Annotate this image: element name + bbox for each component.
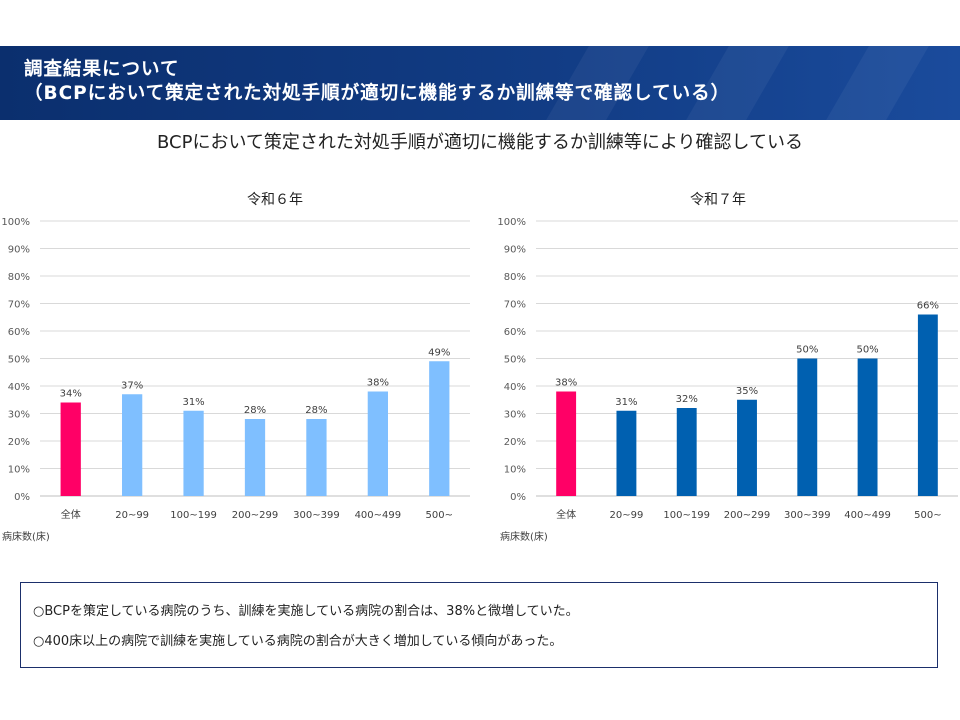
y-tick-label-r7: 20% bbox=[504, 437, 526, 448]
banner-stripe bbox=[799, 46, 941, 120]
data-label-r7: 50% bbox=[856, 345, 878, 356]
page-title-line1: 調査結果について bbox=[24, 59, 180, 80]
y-tick-label-r6: 100% bbox=[1, 217, 30, 228]
y-tick-label-r6: 40% bbox=[8, 382, 30, 393]
x-tick-label-r7: 20~99 bbox=[610, 510, 644, 521]
x-tick-label-r6: 全体 bbox=[61, 508, 81, 521]
data-label-r7: 35% bbox=[736, 386, 758, 397]
y-tick-label-r6: 20% bbox=[8, 437, 30, 448]
summary-note-2: ○400床以上の病院で訓練を実施している病院の割合が大きく増加している傾向があっ… bbox=[33, 634, 563, 649]
y-tick-label-r7: 100% bbox=[497, 217, 526, 228]
chart-subtitle: BCPにおいて策定された対処手順が適切に機能するか訓練等により確認している bbox=[156, 132, 803, 153]
data-label-r7: 32% bbox=[676, 394, 698, 405]
y-tick-label-r6: 90% bbox=[8, 245, 30, 256]
y-tick-label-r6: 70% bbox=[8, 300, 30, 311]
y-tick-label-r7: 80% bbox=[504, 272, 526, 283]
data-label-r6: 38% bbox=[367, 378, 389, 389]
bar-r6 bbox=[244, 419, 266, 496]
x-tick-label-r7: 400~499 bbox=[844, 510, 891, 521]
x-tick-label-r6: 500~ bbox=[426, 510, 453, 521]
data-label-r7: 38% bbox=[555, 378, 577, 389]
x-tick-label-r6: 300~399 bbox=[293, 510, 340, 521]
data-label-r6: 28% bbox=[244, 405, 266, 416]
x-axis-label-r7: 病床数(床) bbox=[500, 530, 548, 543]
y-tick-label-r7: 50% bbox=[504, 355, 526, 366]
x-tick-label-r6: 20~99 bbox=[115, 510, 149, 521]
y-tick-label-r6: 50% bbox=[8, 355, 30, 366]
y-tick-label-r6: 0% bbox=[14, 492, 30, 503]
bar-r7 bbox=[737, 399, 757, 496]
bar-r6 bbox=[429, 361, 450, 496]
bar-r6 bbox=[122, 394, 143, 496]
bar-r6 bbox=[367, 391, 388, 496]
bar-r6 bbox=[183, 410, 204, 496]
x-tick-label-r6: 100~199 bbox=[170, 510, 217, 521]
summary-note-1: ○BCPを策定している病院のうち、訓練を実施している病院の割合は、38%と微増し… bbox=[33, 604, 579, 619]
page-title: 調査結果について （BCPにおいて策定された対処手順が適切に機能するか訓練等で確… bbox=[24, 58, 730, 106]
data-label-r7: 31% bbox=[615, 397, 637, 408]
chart-title-r6: 令和６年 bbox=[247, 192, 303, 208]
data-label-r6: 49% bbox=[428, 347, 450, 358]
bar-r7 bbox=[676, 408, 697, 496]
y-tick-label-r7: 40% bbox=[504, 382, 526, 393]
header-banner: 調査結果について （BCPにおいて策定された対処手順が適切に機能するか訓練等で確… bbox=[0, 46, 960, 120]
data-label-r6: 34% bbox=[60, 389, 82, 400]
chart-title-r7: 令和７年 bbox=[690, 192, 746, 208]
bar-r7 bbox=[857, 358, 878, 496]
x-tick-label-r6: 400~499 bbox=[355, 510, 402, 521]
data-label-r6: 31% bbox=[182, 397, 204, 408]
x-tick-label-r7: 100~199 bbox=[663, 510, 710, 521]
bar-r7 bbox=[797, 358, 818, 496]
y-tick-label-r6: 80% bbox=[8, 272, 30, 283]
bar-r7 bbox=[556, 391, 577, 496]
y-tick-label-r6: 10% bbox=[8, 465, 30, 476]
data-label-r7: 66% bbox=[917, 301, 939, 312]
y-tick-label-r7: 60% bbox=[504, 327, 526, 338]
x-tick-label-r6: 200~299 bbox=[232, 510, 279, 521]
bar-r7 bbox=[616, 410, 637, 496]
page-title-line2: （BCPにおいて策定された対処手順が適切に機能するか訓練等で確認している） bbox=[24, 83, 731, 104]
x-axis-label-r6: 病床数(床) bbox=[2, 530, 50, 543]
x-tick-label-r7: 300~399 bbox=[784, 510, 831, 521]
bar-charts: 令和６年 0% 10% 20% 30% 40% 50% 60% 70% 80% 90% 100% 34%… bbox=[1, 192, 958, 543]
data-label-r6: 28% bbox=[305, 405, 327, 416]
bar-r6 bbox=[306, 419, 327, 496]
summary-note-box: ○BCPを策定している病院のうち、訓練を実施している病院の割合は、38%と微増し… bbox=[20, 582, 938, 668]
y-tick-label-r7: 10% bbox=[504, 465, 526, 476]
x-tick-label-r7: 500~ bbox=[914, 510, 941, 521]
y-tick-label-r7: 0% bbox=[510, 492, 526, 503]
y-tick-label-r7: 30% bbox=[504, 410, 526, 421]
bar-r7 bbox=[917, 314, 938, 496]
x-tick-label-r7: 全体 bbox=[556, 508, 576, 521]
y-tick-label-r7: 90% bbox=[504, 245, 526, 256]
bar-r6 bbox=[60, 402, 81, 496]
y-tick-label-r7: 70% bbox=[504, 300, 526, 311]
y-tick-label-r6: 30% bbox=[8, 410, 30, 421]
data-label-r6: 37% bbox=[121, 380, 143, 391]
data-label-r7: 50% bbox=[796, 345, 818, 356]
y-tick-label-r6: 60% bbox=[8, 327, 30, 338]
x-tick-label-r7: 200~299 bbox=[724, 510, 771, 521]
